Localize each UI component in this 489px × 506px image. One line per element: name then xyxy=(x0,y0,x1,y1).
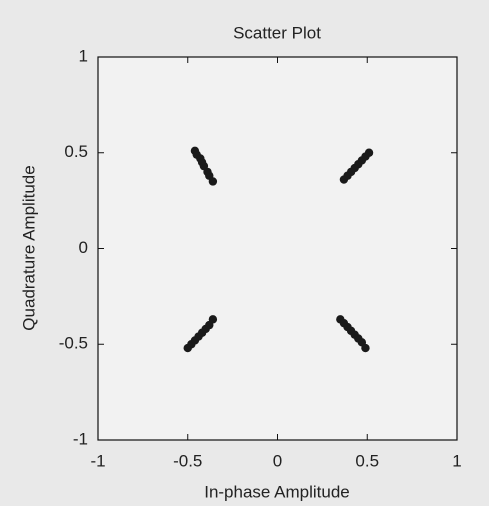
y-tick-label: 0.5 xyxy=(64,142,88,161)
x-tick-label: 1 xyxy=(452,451,461,470)
y-tick-label: -1 xyxy=(73,429,88,448)
y-tick-label: -0.5 xyxy=(59,334,88,353)
y-axis-label: Quadrature Amplitude xyxy=(19,165,38,330)
page: Scatter Plot In-phase Amplitude Quadratu… xyxy=(0,0,489,506)
scatter-point xyxy=(365,149,373,157)
x-tick-label: -1 xyxy=(90,451,105,470)
x-tick-label: 0.5 xyxy=(355,451,379,470)
x-tick-label: -0.5 xyxy=(173,451,202,470)
scatter-point xyxy=(209,177,217,185)
plot-area xyxy=(98,57,457,440)
y-tick-label: 0 xyxy=(79,238,88,257)
scatter-point xyxy=(361,344,369,352)
x-tick-label: 0 xyxy=(273,451,282,470)
scatter-point xyxy=(209,315,217,323)
chart: Scatter Plot In-phase Amplitude Quadratu… xyxy=(0,0,489,506)
chart-title: Scatter Plot xyxy=(233,23,321,42)
x-axis-label: In-phase Amplitude xyxy=(204,482,350,501)
y-tick-label: 1 xyxy=(79,46,88,65)
